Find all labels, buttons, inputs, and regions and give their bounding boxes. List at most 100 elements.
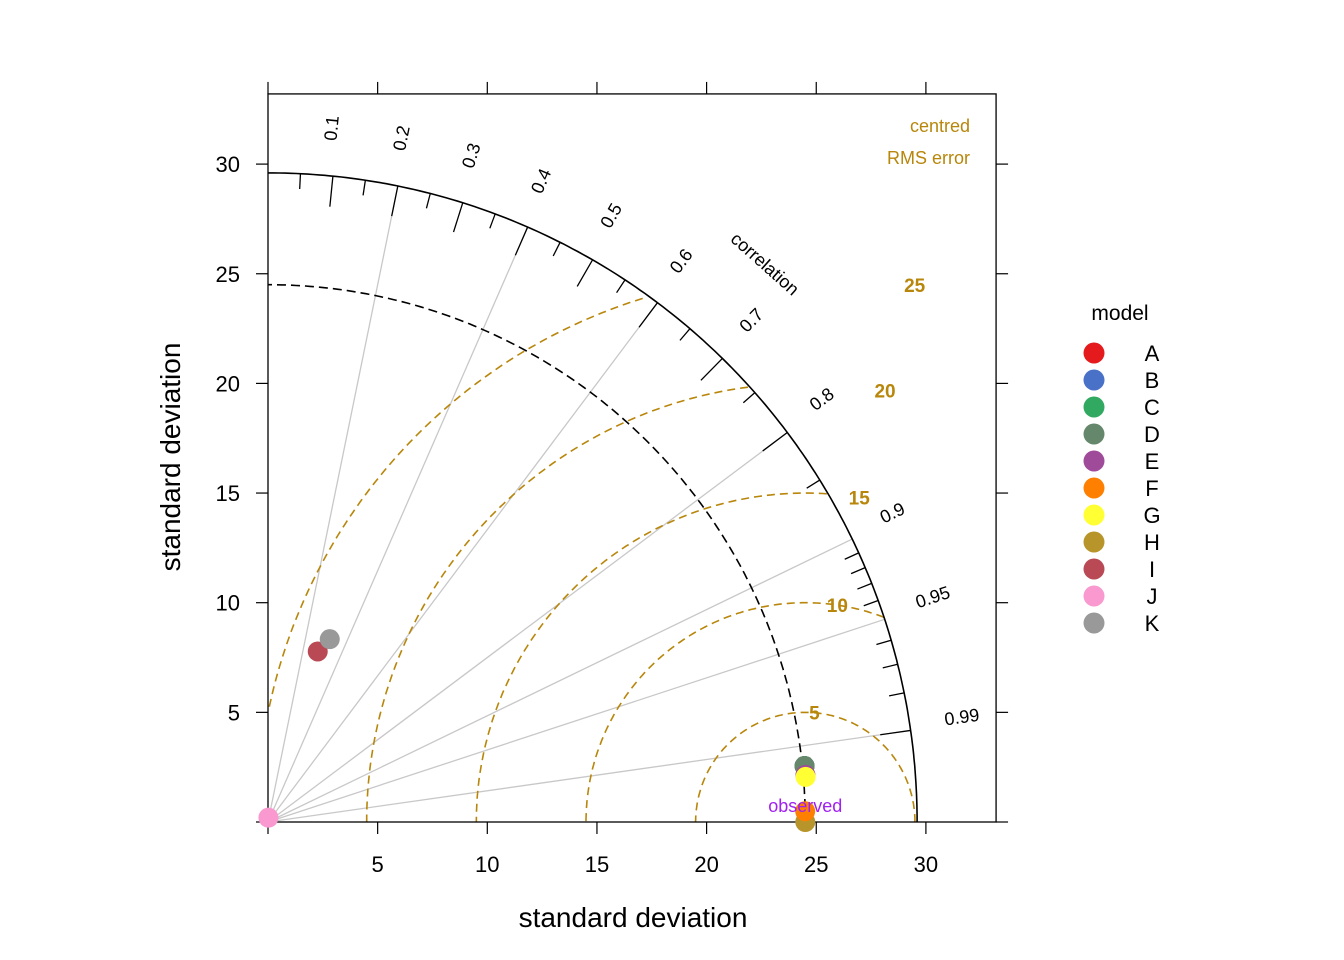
x-tick-label: 30 — [914, 852, 938, 877]
legend-label: I — [1149, 557, 1155, 582]
correlation-tick — [876, 639, 892, 646]
rms-contour-label: 20 — [874, 382, 895, 403]
correlation-tick-label: 0.7 — [736, 304, 768, 336]
correlation-line — [267, 432, 788, 823]
correlation-tick — [679, 328, 691, 341]
correlation-tick — [742, 392, 756, 404]
observed-sd-arc — [268, 283, 807, 822]
correlation-line — [267, 538, 853, 823]
x-tick-label: 10 — [475, 852, 499, 877]
correlation-tick — [863, 599, 879, 607]
legend-swatch — [1083, 396, 1105, 418]
x-tick-label: 5 — [372, 852, 384, 877]
rms-contour — [585, 601, 885, 822]
data-point-j — [258, 807, 279, 828]
correlation-tick — [882, 663, 898, 669]
correlation-tick-label: 0.5 — [596, 200, 626, 232]
data-point-k — [319, 629, 340, 650]
correlation-line — [267, 226, 529, 823]
y-tick-label: 15 — [216, 481, 240, 506]
rms-contour-label: 15 — [849, 489, 871, 510]
y-tick-label: 5 — [228, 700, 240, 725]
correlation-tick-label: 0.99 — [943, 705, 981, 730]
legend-title: model — [1091, 302, 1148, 325]
correlation-arc — [268, 172, 918, 822]
legend-swatch — [1083, 369, 1105, 391]
correlation-tick-label: 0.3 — [458, 141, 485, 171]
rms-contour-label: 10 — [827, 596, 848, 617]
correlation-line — [267, 618, 885, 823]
data-point-f — [795, 801, 816, 822]
rms-title-line: RMS error — [887, 148, 970, 168]
correlation-tick — [857, 582, 872, 590]
x-axis-label: standard deviation — [519, 902, 748, 933]
legend-swatch — [1083, 612, 1105, 634]
y-axis-label: standard deviation — [155, 343, 186, 572]
legend-swatch — [1083, 504, 1105, 526]
x-tick-label: 20 — [694, 852, 718, 877]
legend-label: F — [1145, 476, 1158, 501]
legend-label: J — [1147, 584, 1158, 609]
correlation-tick-label: 0.2 — [389, 124, 414, 153]
plot-frame-border — [267, 93, 997, 823]
legend-swatch — [1083, 423, 1105, 445]
y-tick-label: 10 — [216, 591, 240, 616]
correlation-tick — [552, 242, 561, 257]
data-point-i — [307, 641, 328, 662]
correlation-tick — [299, 173, 302, 190]
correlation-tick — [329, 176, 334, 207]
correlation-tick — [425, 193, 431, 209]
legend-swatch — [1083, 450, 1105, 472]
rms-contour — [475, 492, 827, 823]
correlation-tick — [452, 202, 464, 233]
correlation-tick — [362, 180, 367, 196]
correlation-tick — [391, 185, 399, 217]
correlation-tick — [844, 552, 859, 560]
x-tick-label: 15 — [585, 852, 609, 877]
correlation-tick-label: 0.95 — [913, 582, 953, 612]
legend-label: H — [1144, 530, 1160, 555]
correlation-tick — [616, 279, 626, 294]
y-tick-label: 30 — [216, 152, 240, 177]
legend-swatch — [1083, 585, 1105, 607]
correlation-tick-label: 0.8 — [806, 384, 838, 415]
legend-label: G — [1143, 503, 1160, 528]
legend-swatch — [1083, 477, 1105, 499]
plot-frame: 5 10 15 20 25 30 5 10 15 20 25 30 — [216, 81, 1009, 877]
correlation-tick — [489, 213, 496, 229]
data-points: observed — [258, 629, 842, 832]
legend-swatch — [1083, 558, 1105, 580]
rms-contour — [365, 386, 749, 822]
correlation-line — [267, 185, 399, 823]
rms-contour — [268, 297, 643, 709]
y-tick-label: 20 — [216, 371, 240, 396]
correlation-tick-label: 0.4 — [527, 166, 555, 197]
data-point-g — [795, 766, 816, 787]
correlation-tick — [880, 729, 911, 736]
correlation-line — [267, 302, 658, 823]
correlation-tick — [888, 692, 905, 697]
y-tick-label: 25 — [216, 262, 240, 287]
correlation-tick-label: 0.6 — [666, 245, 697, 277]
correlation-tick — [638, 302, 658, 328]
correlation-tick — [806, 479, 821, 489]
correlation-tick — [700, 357, 723, 381]
legend-label: A — [1145, 341, 1160, 366]
correlation-tick — [762, 432, 788, 452]
legend-swatch — [1083, 342, 1105, 364]
rms-title-line: centred — [910, 116, 970, 136]
rms-contour — [694, 711, 916, 822]
legend-label: K — [1145, 611, 1160, 636]
correlation-axis-title: correlation — [727, 229, 803, 300]
legend-label: E — [1145, 449, 1160, 474]
observed-label: observed — [768, 796, 842, 816]
correlation-tick-label: 0.1 — [321, 115, 343, 142]
correlation-tick-label: 0.9 — [877, 498, 908, 527]
rms-contour-label: 5 — [809, 704, 820, 725]
correlation-tick — [576, 259, 594, 287]
x-tick-label: 25 — [804, 852, 828, 877]
legend-label: D — [1144, 422, 1160, 447]
legend-label: B — [1145, 368, 1160, 393]
